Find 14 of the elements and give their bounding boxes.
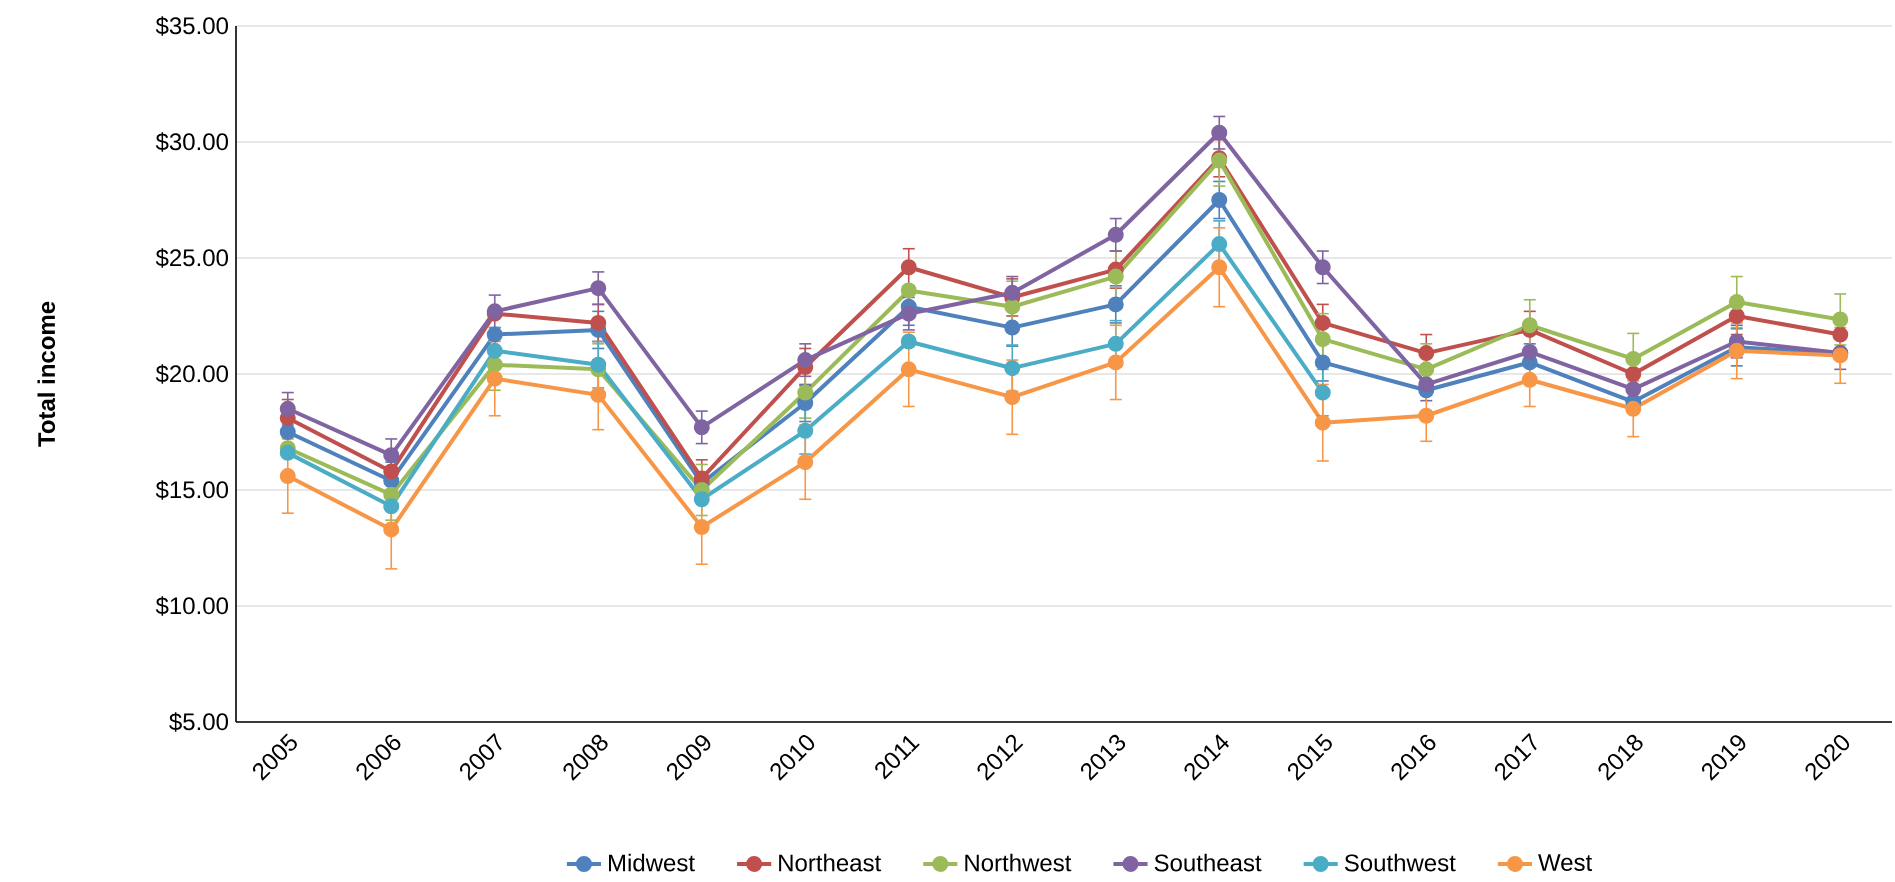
y-tick-label: $30.00 (155, 132, 229, 152)
y-axis-title: Total income (37, 301, 56, 447)
y-tick-label: $10.00 (155, 596, 229, 616)
legend-label: Northeast (779, 853, 882, 872)
legend-label: Northwest (965, 853, 1072, 872)
y-tick-label: $5.00 (169, 712, 229, 732)
legend-label: Midwest (609, 853, 695, 872)
y-tick-label: $20.00 (155, 364, 229, 384)
legend-label: West (1538, 854, 1593, 871)
y-tick-label: $35.00 (155, 16, 229, 36)
legend-label: Southeast (1154, 853, 1262, 872)
legend-label: Southwest (1344, 853, 1456, 872)
y-tick-label: $15.00 (155, 480, 229, 500)
y-tick-label: $25.00 (155, 248, 229, 268)
